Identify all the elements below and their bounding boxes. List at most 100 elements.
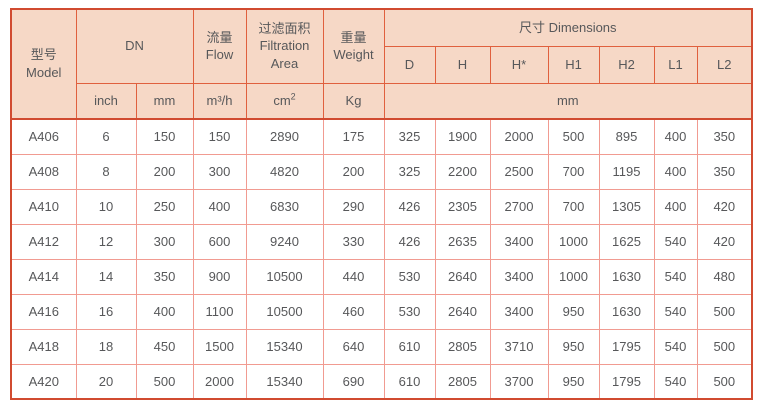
header-col-l1: L1 <box>653 45 698 84</box>
unit-weight: Kg <box>322 82 385 120</box>
cell-flow: 900 <box>192 258 247 295</box>
cell-l1: 540 <box>653 363 698 400</box>
cell-d: 426 <box>383 223 436 260</box>
cell-flow: 2000 <box>192 363 247 400</box>
cell-area: 2890 <box>245 118 324 155</box>
cell-h2: 1305 <box>598 188 655 225</box>
header-model: 型号 Model <box>10 8 77 120</box>
header-model-cn: 型号 <box>30 47 57 63</box>
table-row: A408 8 200 300 4820 200 325 2200 2500 700 1195 400 3… <box>10 153 753 190</box>
cell-area: 10500 <box>245 293 324 330</box>
unit-mm: mm <box>135 82 194 120</box>
cell-inch: 8 <box>75 153 137 190</box>
unit-area-base: cm <box>273 92 291 108</box>
cell-d: 610 <box>383 328 436 365</box>
cell-l2: 500 <box>696 293 753 330</box>
header-filtration-cn: 过滤面积 <box>258 20 311 36</box>
table-row: A414 14 350 900 10500 440 530 2640 3400 1000 1630 5… <box>10 258 753 295</box>
header-weight-cn: 重量 <box>340 29 367 45</box>
header-flow-en: Flow <box>205 47 234 63</box>
cell-h: 2200 <box>434 153 491 190</box>
cell-h: 2640 <box>434 293 491 330</box>
cell-model: A412 <box>10 223 77 260</box>
cell-h: 1900 <box>434 118 491 155</box>
table-row: A406 6 150 150 2890 175 325 1900 2000 500 895 400 35… <box>10 118 753 155</box>
cell-l1: 540 <box>653 293 698 330</box>
cell-inch: 14 <box>75 258 137 295</box>
cell-mm: 300 <box>135 223 194 260</box>
header-col-h1: H1 <box>547 45 600 84</box>
unit-flow: m³/h <box>192 82 247 120</box>
cell-inch: 12 <box>75 223 137 260</box>
cell-l2: 480 <box>696 258 753 295</box>
cell-area: 6830 <box>245 188 324 225</box>
cell-h: 2805 <box>434 328 491 365</box>
header-col-h2: H2 <box>598 45 655 84</box>
header-dn: DN <box>75 8 194 84</box>
cell-h: 2805 <box>434 363 491 400</box>
cell-h-star: 2500 <box>489 153 549 190</box>
cell-weight: 290 <box>322 188 385 225</box>
cell-mm: 350 <box>135 258 194 295</box>
cell-flow: 400 <box>192 188 247 225</box>
cell-model: A408 <box>10 153 77 190</box>
cell-h1: 950 <box>547 293 600 330</box>
cell-flow: 150 <box>192 118 247 155</box>
cell-weight: 460 <box>322 293 385 330</box>
cell-model: A414 <box>10 258 77 295</box>
table-row: A416 16 400 1100 10500 460 530 2640 3400 950 1630 5… <box>10 293 753 330</box>
cell-d: 610 <box>383 363 436 400</box>
cell-d: 426 <box>383 188 436 225</box>
header-row-units: inch mm m³/h cm2 Kg mm <box>11 82 753 120</box>
table-row: A418 18 450 1500 15340 640 610 2805 3710 950 1795 5… <box>10 328 753 365</box>
cell-h: 2305 <box>434 188 491 225</box>
cell-l1: 540 <box>653 223 698 260</box>
cell-d: 530 <box>383 258 436 295</box>
cell-flow: 300 <box>192 153 247 190</box>
cell-h1: 700 <box>547 153 600 190</box>
header-model-en: Model <box>26 65 62 80</box>
spec-table: 型号 Model DN 流量 Flow 过滤面积 Filtration Area… <box>10 8 754 400</box>
cell-h2: 1630 <box>598 293 655 330</box>
cell-weight: 175 <box>322 118 385 155</box>
cell-l1: 400 <box>653 118 698 155</box>
header-filtration-en: Filtration Area <box>259 38 310 72</box>
table-header: 型号 Model DN 流量 Flow 过滤面积 Filtration Area… <box>10 8 753 120</box>
cell-mm: 200 <box>135 153 194 190</box>
cell-h1: 1000 <box>547 258 600 295</box>
cell-inch: 16 <box>75 293 137 330</box>
table-body: A406 6 150 150 2890 175 325 1900 2000 500 895 400 35… <box>10 118 753 400</box>
cell-l1: 540 <box>653 328 698 365</box>
cell-h-star: 2000 <box>489 118 549 155</box>
header-col-h-star: H* <box>489 45 549 84</box>
cell-l1: 400 <box>653 188 698 225</box>
cell-h1: 700 <box>547 188 600 225</box>
cell-l2: 350 <box>696 118 753 155</box>
cell-weight: 200 <box>322 153 385 190</box>
cell-d: 325 <box>383 153 436 190</box>
table-row: A412 12 300 600 9240 330 426 2635 3400 1000 1625 54… <box>10 223 753 260</box>
cell-inch: 18 <box>75 328 137 365</box>
cell-inch: 6 <box>75 118 137 155</box>
cell-h2: 1795 <box>598 328 655 365</box>
cell-h2: 1630 <box>598 258 655 295</box>
cell-h2: 1195 <box>598 153 655 190</box>
header-weight-en: Weight <box>333 47 374 63</box>
cell-h-star: 3400 <box>489 293 549 330</box>
cell-weight: 690 <box>322 363 385 400</box>
cell-mm: 450 <box>135 328 194 365</box>
header-flow: 流量 Flow <box>192 8 247 84</box>
cell-h-star: 2700 <box>489 188 549 225</box>
cell-h2: 895 <box>598 118 655 155</box>
cell-h1: 500 <box>547 118 600 155</box>
cell-area: 4820 <box>245 153 324 190</box>
cell-weight: 640 <box>322 328 385 365</box>
cell-model: A420 <box>10 363 77 400</box>
header-flow-cn: 流量 <box>206 29 233 45</box>
header-row-2: D H H* H1 H2 L1 L2 <box>11 45 753 84</box>
cell-mm: 250 <box>135 188 194 225</box>
unit-inch: inch <box>75 82 137 120</box>
header-dimensions: 尺寸 Dimensions <box>383 8 753 47</box>
cell-d: 530 <box>383 293 436 330</box>
cell-area: 15340 <box>245 328 324 365</box>
